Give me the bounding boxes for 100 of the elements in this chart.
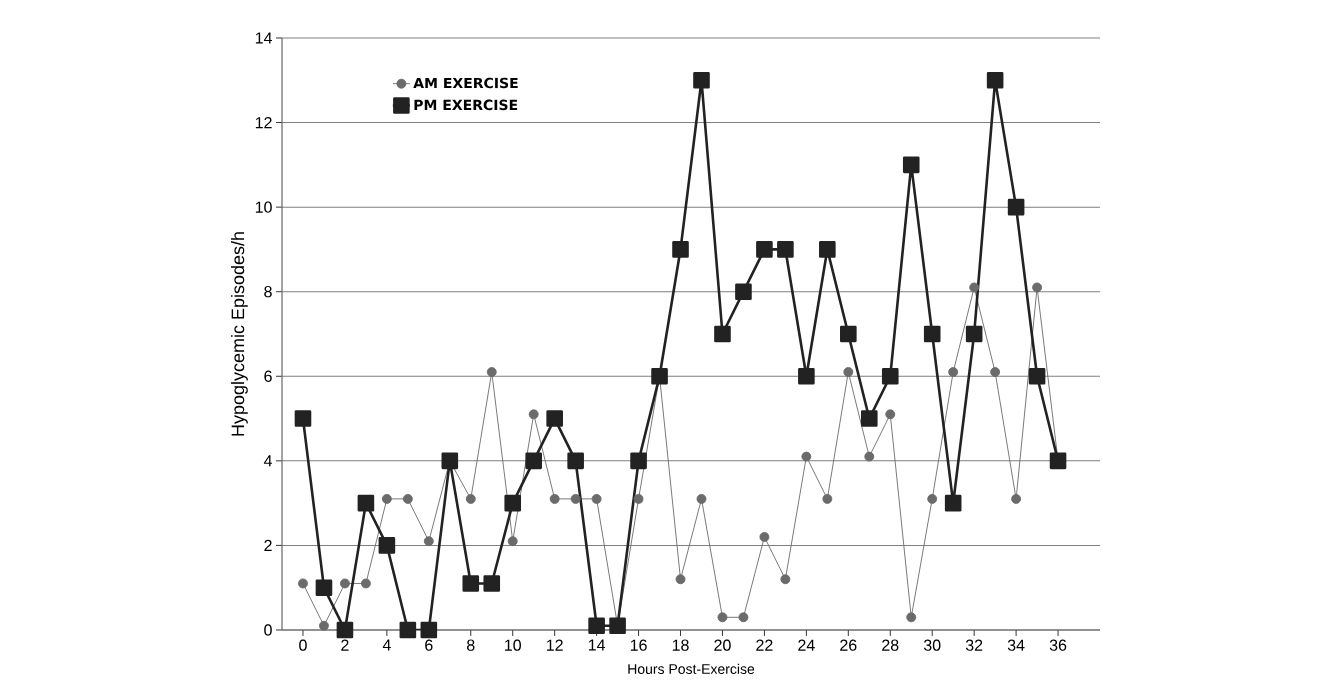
point — [504, 494, 522, 512]
x-tick-label: 16 — [630, 639, 647, 651]
point — [420, 621, 438, 639]
point — [507, 536, 518, 547]
point — [630, 452, 647, 470]
x-tick-label: 20 — [714, 639, 731, 651]
point — [902, 156, 920, 174]
point — [944, 494, 962, 512]
point — [483, 575, 501, 592]
point — [567, 452, 584, 470]
point — [360, 578, 371, 589]
x-tick-label: 26 — [840, 639, 857, 651]
point — [759, 532, 770, 542]
point — [315, 579, 333, 596]
point — [777, 241, 794, 258]
x-tick-label: 30 — [923, 639, 941, 651]
point — [1011, 493, 1022, 504]
point — [738, 612, 749, 623]
x-tick-label: 28 — [882, 639, 899, 651]
y-tick-label: 6 — [264, 370, 272, 382]
point — [906, 612, 917, 623]
point — [801, 451, 812, 462]
x-tick-label: 24 — [798, 639, 815, 651]
x-tick-label: 2 — [341, 639, 349, 651]
point — [696, 493, 707, 504]
point — [798, 367, 815, 385]
y-tick-label: 0 — [264, 624, 272, 636]
point — [294, 410, 312, 427]
point — [465, 493, 476, 504]
point — [339, 578, 350, 589]
point — [441, 452, 459, 470]
point — [609, 617, 626, 635]
y-tick-label: 4 — [263, 455, 272, 467]
point — [717, 612, 728, 623]
x-tick-label: 4 — [382, 639, 391, 651]
point — [298, 578, 308, 589]
x-tick-label: 6 — [425, 639, 433, 651]
point — [1049, 452, 1067, 470]
point — [675, 574, 686, 585]
point — [881, 367, 899, 385]
point — [714, 325, 731, 343]
point — [525, 452, 542, 470]
point — [336, 621, 354, 639]
point — [588, 617, 605, 635]
y-tick-label: 12 — [255, 116, 272, 129]
point — [840, 325, 857, 343]
point — [735, 283, 752, 300]
point — [546, 410, 563, 427]
x-tick-label: 10 — [505, 639, 521, 651]
legend-label: AM EXERCISE — [413, 77, 518, 89]
point — [860, 410, 878, 427]
x-tick-label: 12 — [547, 639, 563, 651]
y-axis-title: Hypoglycemic Episodes/h — [231, 232, 248, 436]
point — [885, 409, 896, 420]
point — [927, 493, 938, 504]
y-tick-label: 2 — [264, 539, 272, 551]
point — [822, 493, 833, 504]
point — [528, 409, 539, 420]
point — [357, 494, 375, 512]
point — [319, 620, 329, 631]
point — [381, 493, 392, 504]
point — [591, 493, 602, 504]
point — [378, 537, 396, 554]
point — [1007, 198, 1025, 216]
x-tick-label: 0 — [299, 639, 307, 651]
y-tick-label: 10 — [255, 201, 272, 213]
point — [462, 575, 480, 592]
point — [969, 282, 980, 293]
point — [399, 621, 417, 639]
point — [402, 493, 413, 504]
point — [1032, 282, 1043, 293]
x-tick-label: 34 — [1007, 639, 1025, 651]
y-tick-label: 8 — [264, 286, 272, 298]
point — [843, 367, 854, 377]
x-tick-label: 36 — [1049, 639, 1067, 651]
point — [864, 451, 875, 462]
point — [672, 241, 689, 258]
point — [549, 493, 560, 504]
point — [570, 493, 581, 504]
x-tick-label: 8 — [467, 639, 475, 651]
point — [633, 493, 644, 504]
point — [923, 325, 941, 343]
point — [651, 367, 668, 385]
point — [756, 241, 773, 258]
x-tick-label: 14 — [588, 639, 606, 651]
x-axis-title: Hours Post-Exercise — [628, 663, 755, 674]
x-tick-label: 32 — [965, 639, 983, 651]
point — [986, 71, 1004, 89]
legend-label: PM EXERCISE — [414, 99, 518, 111]
point — [486, 367, 497, 377]
point — [780, 574, 791, 585]
point — [965, 325, 983, 343]
point — [990, 367, 1001, 377]
point — [423, 536, 434, 547]
x-tick-label: 18 — [672, 639, 689, 651]
point — [819, 241, 836, 258]
y-tick-label: 14 — [255, 32, 272, 44]
point — [1028, 367, 1046, 385]
point — [693, 71, 710, 89]
x-tick-label: 22 — [756, 639, 773, 651]
